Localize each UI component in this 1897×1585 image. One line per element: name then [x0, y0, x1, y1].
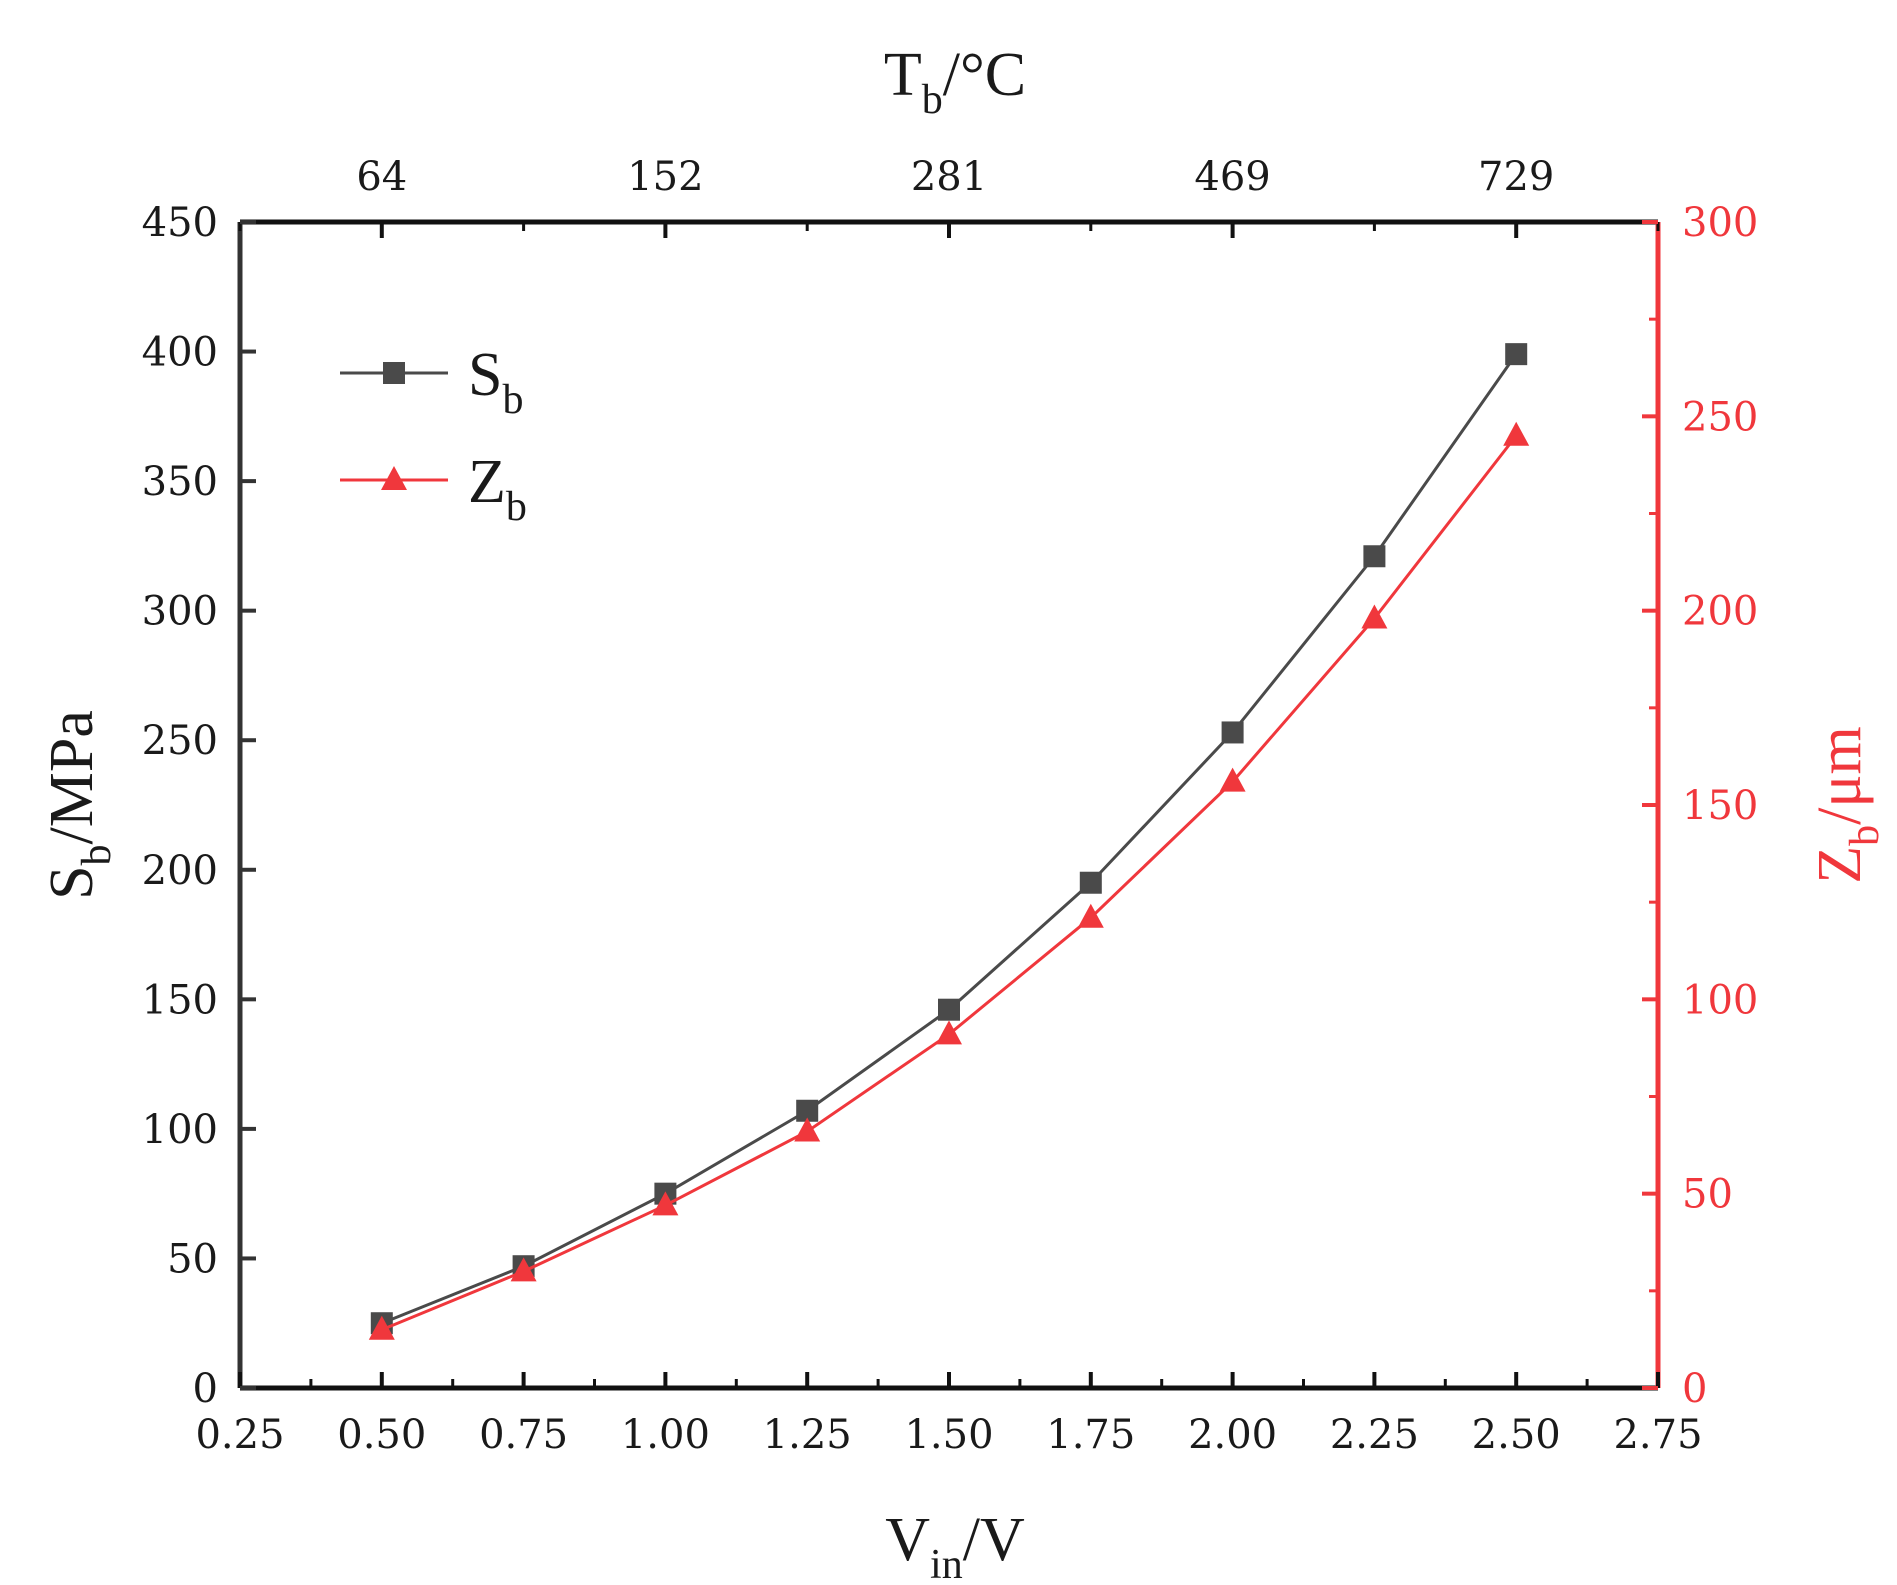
x-tick-label: 1.50 [904, 1412, 993, 1458]
y-right-axis-title: Zb/μm [1806, 726, 1888, 884]
y-left-tick-label: 50 [167, 1236, 218, 1282]
y-right-axis-title-tail: /μm [1806, 726, 1874, 825]
top-tick-label: 469 [1194, 154, 1270, 200]
data-point-square [1079, 871, 1102, 894]
top-axis-title-sub: b [922, 77, 943, 123]
y-right-tick-label: 50 [1682, 1172, 1733, 1218]
data-point-square [1363, 545, 1386, 568]
series-group [368, 343, 1530, 1340]
y-right-tick-label: 200 [1682, 589, 1758, 635]
top-tick-label: 152 [627, 154, 703, 200]
legend-label-main: S [468, 341, 502, 409]
data-point-triangle [510, 1257, 537, 1282]
top-axis-title-main: T [884, 41, 922, 109]
data-point-triangle [936, 1020, 962, 1045]
y-left-tick-label: 400 [142, 330, 218, 376]
y-left-tick-label: 150 [142, 977, 218, 1023]
x-tick-label: 2.25 [1330, 1412, 1419, 1458]
top-tick-label: 64 [356, 154, 407, 200]
legend-marker-triangle [381, 466, 407, 490]
legend-label-0: Sb [468, 341, 523, 423]
x-axis-title: Vin/V [885, 1506, 1025, 1585]
legend-label-main: Z [468, 448, 506, 516]
top-tick-label: 281 [911, 154, 987, 200]
data-point-triangle [1219, 767, 1246, 792]
x-tick-label: 2.50 [1472, 1412, 1561, 1458]
y-right-tick-label: 150 [1682, 783, 1758, 829]
data-point-triangle [368, 1315, 395, 1340]
y-left-tick-label: 250 [142, 718, 218, 764]
x-axis-title-main: V [885, 1506, 930, 1574]
x-axis-title-tail: /V [963, 1506, 1025, 1574]
legend-label-sub: b [506, 484, 527, 530]
y-right-tick-label: 300 [1682, 200, 1758, 246]
y-left-tick-label: 450 [142, 200, 218, 246]
data-point-triangle [1503, 421, 1530, 446]
x-tick-label: 2.75 [1613, 1412, 1702, 1458]
legend-label-1: Zb [468, 448, 527, 530]
x-tick-label: 1.00 [621, 1412, 710, 1458]
x-tick-label: 1.75 [1046, 1412, 1135, 1458]
top-axis-title-tail: /°C [943, 41, 1026, 109]
series-line-0 [381, 353, 1518, 1325]
top-axis-title: Tb/°C [884, 41, 1026, 123]
y-right-tick-label: 0 [1682, 1366, 1707, 1412]
x-tick-label: 1.25 [763, 1412, 852, 1458]
data-point-square [796, 1099, 819, 1122]
data-point-square [1505, 343, 1528, 366]
data-point-triangle [1361, 604, 1388, 629]
y-left-axis-title-sub: b [74, 844, 120, 865]
y-left-tick-label: 100 [142, 1107, 218, 1153]
y-left-axis-title-main: S [38, 865, 106, 899]
y-left-axis-title-tail: /MPa [38, 710, 106, 844]
legend-marker-square [383, 362, 405, 384]
y-right-tick-label: 250 [1682, 394, 1758, 440]
y-right-axis-title-sub: b [1842, 825, 1888, 846]
x-tick-label: 0.50 [337, 1412, 426, 1458]
data-point-square [1221, 721, 1244, 744]
data-point-triangle [652, 1191, 679, 1216]
y-right-tick-label: 100 [1682, 977, 1758, 1023]
x-tick-label: 0.75 [479, 1412, 568, 1458]
series-line-1 [381, 434, 1518, 1332]
x-tick-label: 0.25 [195, 1412, 284, 1458]
legend-label-sub: b [502, 377, 523, 423]
y-left-tick-label: 350 [142, 459, 218, 505]
x-tick-label: 2.00 [1188, 1412, 1277, 1458]
data-point-triangle [1077, 903, 1104, 928]
y-left-tick-label: 0 [193, 1366, 218, 1412]
axes: 0.25 0.50 0.75 1.00 1.25 1.50 1.75 2.00 2.25 2.50… [142, 154, 1759, 1458]
y-left-tick-label: 300 [142, 589, 218, 635]
data-point-square [938, 998, 960, 1021]
y-right-axis-title-main: Z [1806, 846, 1874, 884]
y-left-axis-title: Sb/MPa [38, 710, 120, 900]
top-tick-label: 729 [1478, 154, 1554, 200]
data-point-triangle [794, 1117, 821, 1142]
x-axis-title-sub: in [930, 1542, 963, 1585]
y-left-tick-label: 200 [142, 848, 218, 894]
